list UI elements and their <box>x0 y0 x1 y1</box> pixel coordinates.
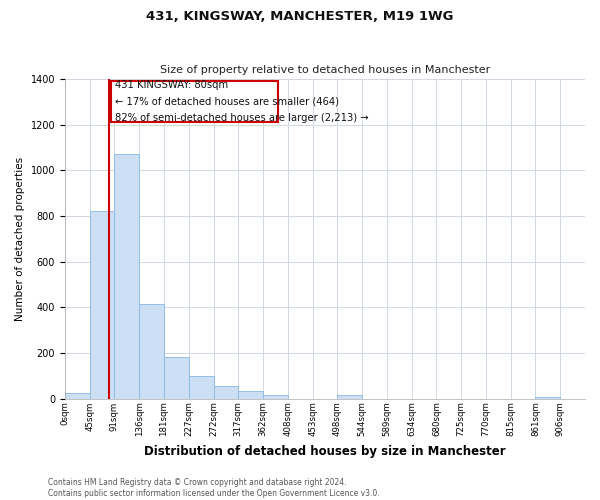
Title: Size of property relative to detached houses in Manchester: Size of property relative to detached ho… <box>160 66 490 76</box>
Bar <box>65 393 89 398</box>
Bar <box>238 390 263 398</box>
Bar <box>115 154 139 398</box>
X-axis label: Distribution of detached houses by size in Manchester: Distribution of detached houses by size … <box>144 444 506 458</box>
Text: 431, KINGSWAY, MANCHESTER, M19 1WG: 431, KINGSWAY, MANCHESTER, M19 1WG <box>146 10 454 23</box>
Y-axis label: Number of detached properties: Number of detached properties <box>15 156 25 321</box>
Bar <box>337 395 362 398</box>
FancyBboxPatch shape <box>112 82 278 122</box>
Bar <box>139 304 164 398</box>
Bar <box>263 395 288 398</box>
Bar <box>89 212 115 398</box>
Text: 431 KINGSWAY: 80sqm
← 17% of detached houses are smaller (464)
82% of semi-detac: 431 KINGSWAY: 80sqm ← 17% of detached ho… <box>115 80 369 124</box>
Text: Contains HM Land Registry data © Crown copyright and database right 2024.
Contai: Contains HM Land Registry data © Crown c… <box>48 478 380 498</box>
Bar <box>214 386 238 398</box>
Bar <box>189 376 214 398</box>
Bar <box>164 358 189 399</box>
